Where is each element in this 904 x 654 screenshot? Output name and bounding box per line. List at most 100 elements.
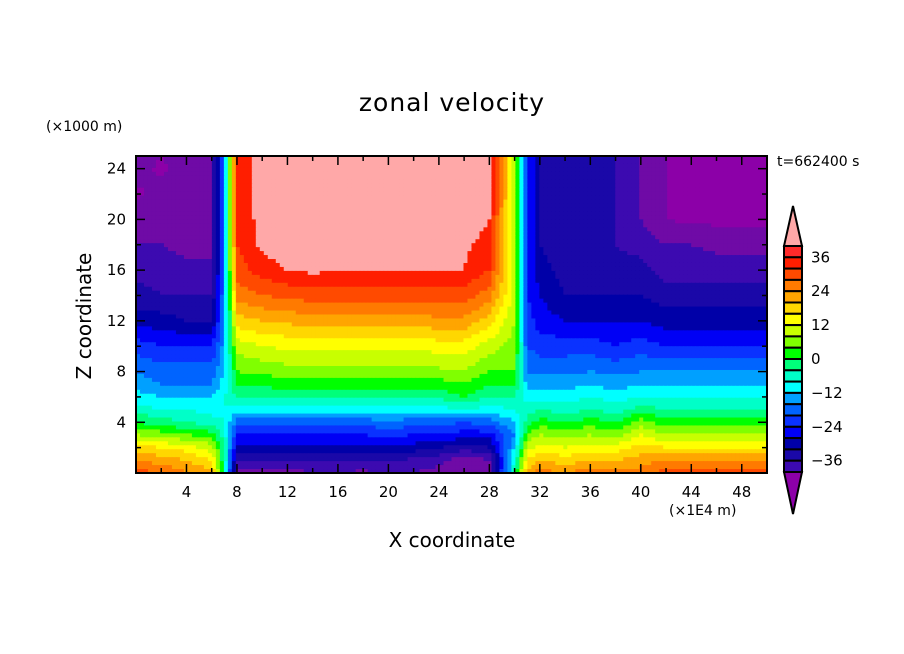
contour-cell — [199, 219, 205, 224]
contour-cell — [647, 239, 652, 244]
contour-cell — [355, 207, 361, 213]
contour-cell — [703, 239, 708, 244]
contour-cell — [527, 191, 532, 197]
contour-cell — [655, 199, 660, 205]
contour-cell — [343, 183, 349, 189]
contour-cell — [351, 163, 357, 169]
contour-cell — [203, 259, 209, 264]
contour-cell — [347, 167, 353, 173]
contour-cell — [559, 167, 564, 173]
contour-cell — [351, 156, 357, 161]
contour-cell — [367, 191, 373, 197]
contour-cell — [199, 259, 205, 264]
contour-cell — [495, 167, 501, 173]
contour-cell — [755, 219, 760, 224]
contour-cell — [603, 199, 608, 205]
contour-cell — [415, 167, 421, 173]
contour-cell — [299, 223, 305, 228]
contour-cell — [643, 251, 648, 256]
contour-cell — [307, 243, 313, 248]
contour-cell — [319, 207, 325, 213]
contour-cell — [415, 211, 421, 217]
contour-cell — [159, 278, 165, 284]
contour-cell — [603, 215, 608, 220]
contour-cell — [747, 259, 752, 264]
contour-cell — [595, 223, 600, 228]
contour-cell — [683, 203, 688, 209]
contour-cell — [503, 215, 509, 220]
contour-cell — [455, 243, 461, 248]
contour-cell — [451, 179, 457, 185]
contour-cell — [723, 171, 728, 177]
contour-cell — [587, 231, 592, 236]
contour-cell — [395, 183, 401, 189]
contour-cell — [751, 195, 756, 201]
contour-cell — [511, 262, 516, 268]
contour-cell — [691, 179, 696, 185]
contour-cell — [231, 207, 237, 213]
contour-cell — [591, 207, 596, 213]
contour-cell — [527, 231, 532, 236]
contour-cell — [371, 231, 377, 236]
contour-cell — [243, 211, 249, 217]
contour-cell — [567, 270, 572, 276]
contour-cell — [507, 239, 512, 244]
contour-cell — [235, 239, 241, 244]
contour-cell — [619, 215, 624, 220]
contour-cell — [219, 231, 225, 236]
contour-cell — [747, 211, 752, 217]
contour-cell — [219, 191, 225, 197]
contour-cell — [479, 163, 485, 169]
contour-cell — [699, 219, 704, 224]
contour-cell — [155, 227, 161, 232]
contour-cell — [375, 247, 381, 252]
contour-cell — [639, 183, 644, 189]
contour-cell — [639, 231, 644, 236]
contour-cell — [299, 235, 305, 240]
contour-cell — [375, 167, 381, 173]
contour-cell — [363, 274, 369, 280]
contour-cell — [739, 207, 744, 213]
contour-cell — [215, 167, 221, 173]
contour-cell — [159, 219, 165, 224]
contour-cell — [239, 203, 245, 209]
contour-cell — [243, 203, 249, 209]
contour-cell — [403, 262, 409, 268]
contour-cell — [307, 179, 313, 185]
contour-cell — [259, 191, 265, 197]
contour-cell — [171, 207, 177, 213]
contour-cell — [167, 156, 173, 161]
contour-cell — [663, 199, 668, 205]
contour-cell — [136, 255, 141, 260]
contour-cell — [511, 270, 516, 276]
contour-cell — [235, 183, 241, 189]
contour-cell — [651, 239, 656, 244]
contour-cell — [607, 266, 612, 272]
contour-cell — [627, 207, 632, 213]
contour-cell — [315, 207, 321, 213]
contour-cell — [395, 199, 401, 205]
contour-cell — [375, 207, 381, 213]
contour-cell — [647, 171, 652, 177]
contour-cell — [227, 159, 233, 165]
contour-cell — [283, 266, 289, 272]
contour-cell — [523, 195, 528, 201]
contour-cell — [291, 183, 297, 189]
contour-cell — [307, 270, 313, 276]
contour-cell — [263, 239, 269, 244]
contour-cell — [531, 171, 536, 177]
contour-cell — [531, 274, 536, 280]
contour-cell — [235, 156, 241, 161]
contour-cell — [559, 219, 564, 224]
contour-cell — [623, 259, 628, 264]
contour-cell — [136, 203, 141, 209]
contour-cell — [683, 231, 688, 236]
contour-cell — [447, 156, 453, 161]
contour-cell — [679, 183, 684, 189]
contour-cell — [371, 175, 377, 181]
contour-cell — [515, 235, 520, 240]
contour-cell — [271, 211, 277, 217]
contour-cell — [651, 235, 656, 240]
contour-cell — [451, 199, 457, 205]
contour-cell — [651, 159, 656, 165]
